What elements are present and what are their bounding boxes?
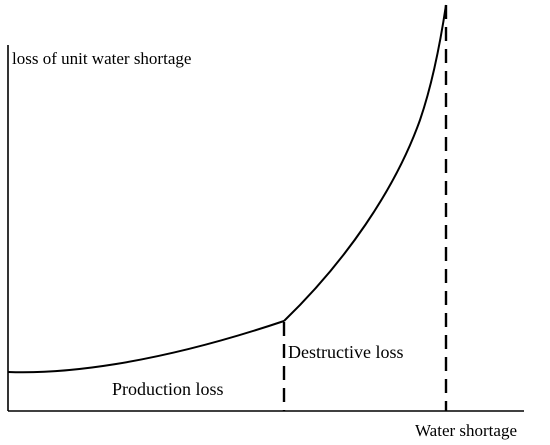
production-loss-curve [7, 320, 285, 374]
production-loss-label: Production loss [112, 379, 224, 399]
destructive-loss-curve [283, 4, 447, 322]
destructive-loss-label: Destructive loss [288, 342, 403, 362]
x-axis-label: Water shortage [415, 421, 517, 440]
y-axis-label: loss of unit water shortage [12, 49, 191, 68]
